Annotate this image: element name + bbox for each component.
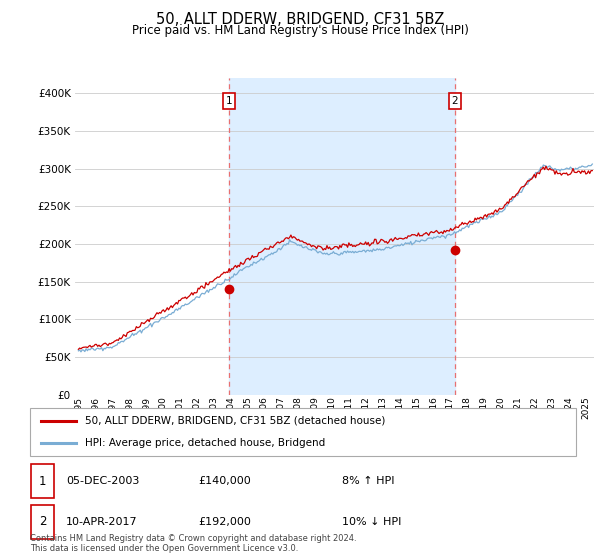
- Text: 2: 2: [452, 96, 458, 106]
- Bar: [229, 78, 455, 395]
- Text: 10-APR-2017: 10-APR-2017: [66, 517, 137, 527]
- Text: 10% ↓ HPI: 10% ↓ HPI: [342, 517, 401, 527]
- Text: 05-DEC-2003: 05-DEC-2003: [66, 476, 139, 486]
- Text: 50, ALLT DDERW, BRIDGEND, CF31 5BZ (detached house): 50, ALLT DDERW, BRIDGEND, CF31 5BZ (deta…: [85, 416, 385, 426]
- Text: HPI: Average price, detached house, Bridgend: HPI: Average price, detached house, Brid…: [85, 438, 325, 448]
- Text: 1: 1: [39, 474, 46, 488]
- Text: £192,000: £192,000: [198, 517, 251, 527]
- Text: Contains HM Land Registry data © Crown copyright and database right 2024.
This d: Contains HM Land Registry data © Crown c…: [30, 534, 356, 553]
- Text: Price paid vs. HM Land Registry's House Price Index (HPI): Price paid vs. HM Land Registry's House …: [131, 24, 469, 37]
- Text: 2: 2: [39, 515, 46, 529]
- Text: 1: 1: [226, 96, 232, 106]
- Text: 8% ↑ HPI: 8% ↑ HPI: [342, 476, 395, 486]
- Text: 50, ALLT DDERW, BRIDGEND, CF31 5BZ: 50, ALLT DDERW, BRIDGEND, CF31 5BZ: [156, 12, 444, 27]
- Text: £140,000: £140,000: [198, 476, 251, 486]
